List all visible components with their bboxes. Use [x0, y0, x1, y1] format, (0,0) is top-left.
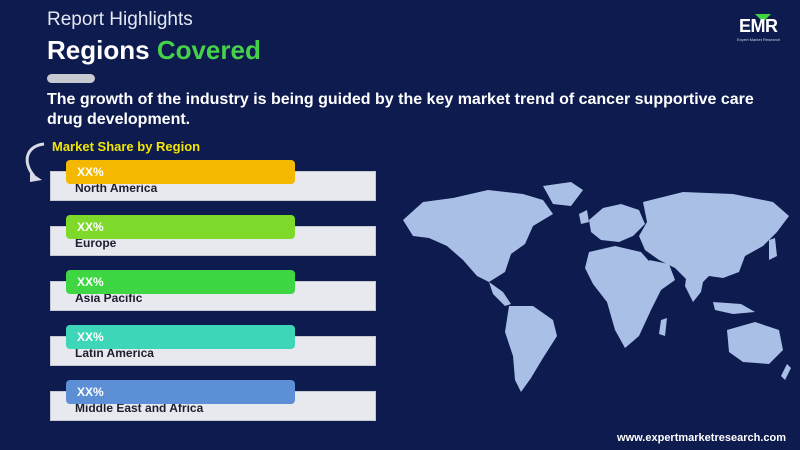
title-underline: [47, 74, 95, 83]
region-share-pill: XX%: [66, 270, 295, 294]
emr-logo: EMR Expert Market Research: [733, 10, 789, 46]
logo-subtext: Expert Market Research: [737, 37, 781, 42]
headline-text: The growth of the industry is being guid…: [47, 91, 754, 128]
region-share-value: XX%: [77, 165, 104, 179]
logo-text: EMR: [739, 16, 778, 36]
page-title: Regions Covered: [47, 35, 261, 66]
world-map-icon: [403, 182, 791, 392]
region-name: Europe: [75, 236, 117, 250]
region-share-pill: XX%: [66, 325, 295, 349]
region-share-pill: XX%: [66, 215, 295, 239]
region-share-pill: XX%: [66, 380, 295, 404]
report-highlights-label: Report Highlights: [47, 9, 193, 30]
region-share-value: XX%: [77, 385, 104, 399]
region-name: Middle East and Africa: [75, 401, 204, 415]
region-name: Latin America: [75, 346, 154, 360]
region-share-value: XX%: [77, 330, 104, 344]
region-share-pill: XX%: [66, 160, 295, 184]
region-share-value: XX%: [77, 220, 104, 234]
region-name: North America: [75, 181, 158, 195]
title-main: Regions: [47, 35, 150, 65]
region-share-value: XX%: [77, 275, 104, 289]
title-accent: Covered: [156, 35, 261, 65]
footer-url[interactable]: www.expertmarketresearch.com: [617, 432, 786, 444]
curved-arrow-icon: [25, 142, 45, 182]
section-label: Market Share by Region: [52, 139, 201, 154]
region-name: Asia Pacific: [75, 291, 143, 305]
logo-swoosh-icon: [755, 14, 771, 22]
